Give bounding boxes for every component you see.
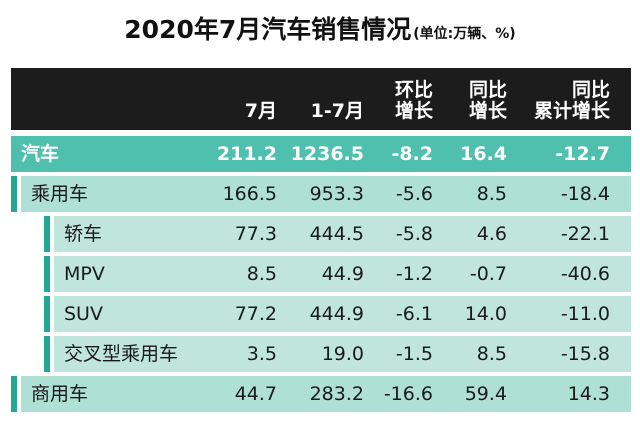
header-col-yoy-cum: 同比 累计增长 xyxy=(11,68,610,130)
cell-mom: -16.6 xyxy=(383,383,433,405)
cell-yoy-cum: -22.1 xyxy=(560,223,610,245)
row-label: 乘用车 xyxy=(31,183,89,205)
header-col-yoy-cum-line2: 累计增长 xyxy=(533,100,610,122)
header-col-yoy-line1: 同比 xyxy=(468,79,507,101)
header-col-jan-jul-label: 1-7月 xyxy=(310,100,364,122)
table-row-sedan: 轿车 77.3 444.5 -5.8 4.6 -22.1 xyxy=(54,216,631,252)
table-row-suv: SUV 77.2 444.9 -6.1 14.0 -11.0 xyxy=(54,296,631,332)
cell-yoy-cum: 14.3 xyxy=(567,383,610,405)
cell-jan-jul: 444.9 xyxy=(309,303,364,325)
cell-jan-jul: 444.5 xyxy=(309,223,364,245)
cell-jan-jul: 44.9 xyxy=(321,263,364,285)
cell-yoy-cum: -40.6 xyxy=(560,263,610,285)
cell-jul: 44.7 xyxy=(234,383,277,405)
cell-yoy: 8.5 xyxy=(476,343,507,365)
table-row-mpv: MPV 8.5 44.9 -1.2 -0.7 -40.6 xyxy=(54,256,631,292)
header-col-jan-jul: 1-7月 xyxy=(11,68,364,130)
cell-jul: 166.5 xyxy=(222,183,277,205)
row-accent xyxy=(44,296,50,332)
table-header: 7月 1-7月 环比 增长 同比 增长 同比 累计增长 xyxy=(11,68,631,130)
cell-yoy-cum: -11.0 xyxy=(560,303,610,325)
table-row-auto: 汽车 211.2 1236.5 -8.2 16.4 -12.7 xyxy=(11,136,631,172)
title-main: 2020年7月汽车销售情况 xyxy=(124,15,412,44)
cell-yoy-cum: -12.7 xyxy=(555,143,610,165)
table-row-passenger: 乘用车 166.5 953.3 -5.6 8.5 -18.4 xyxy=(21,176,631,212)
cell-yoy-cum: -15.8 xyxy=(560,343,610,365)
row-label: 轿车 xyxy=(64,223,103,245)
header-col-jul: 7月 xyxy=(11,68,277,130)
cell-jan-jul: 283.2 xyxy=(309,383,364,405)
cell-mom: -5.8 xyxy=(395,223,433,245)
cell-mom: -5.6 xyxy=(395,183,433,205)
row-accent xyxy=(44,336,50,372)
row-accent xyxy=(11,376,17,412)
row-accent xyxy=(11,176,17,212)
header-col-jul-label: 7月 xyxy=(244,100,277,122)
header-col-mom-line1: 环比 xyxy=(394,79,433,101)
cell-jul: 8.5 xyxy=(246,263,277,285)
header-col-mom-line2: 增长 xyxy=(394,100,433,122)
cell-mom: -8.2 xyxy=(391,143,433,165)
cell-jul: 3.5 xyxy=(246,343,277,365)
cell-jan-jul: 19.0 xyxy=(321,343,364,365)
cell-yoy: 4.6 xyxy=(476,223,507,245)
row-label: 交叉型乘用车 xyxy=(64,343,179,365)
cell-jan-jul: 953.3 xyxy=(309,183,364,205)
row-label: 汽车 xyxy=(21,143,60,165)
cell-yoy: -0.7 xyxy=(469,263,507,285)
row-label: 商用车 xyxy=(31,383,89,405)
cell-mom: -6.1 xyxy=(395,303,433,325)
title-unit: (单位:万辆、%) xyxy=(413,26,516,42)
cell-jul: 77.2 xyxy=(234,303,277,325)
table-row-commercial: 商用车 44.7 283.2 -16.6 59.4 14.3 xyxy=(21,376,631,412)
header-col-mom: 环比 增长 xyxy=(11,68,433,130)
header-col-yoy: 同比 增长 xyxy=(11,68,507,130)
row-accent xyxy=(44,256,50,292)
table-row-crossover: 交叉型乘用车 3.5 19.0 -1.5 8.5 -15.8 xyxy=(54,336,631,372)
cell-jul: 211.2 xyxy=(216,143,277,165)
cell-yoy-cum: -18.4 xyxy=(560,183,610,205)
cell-yoy: 14.0 xyxy=(464,303,507,325)
header-col-yoy-cum-line1: 同比 xyxy=(571,79,610,101)
cell-yoy: 59.4 xyxy=(464,383,507,405)
row-label: MPV xyxy=(64,263,105,285)
cell-jan-jul: 1236.5 xyxy=(290,143,364,165)
header-col-yoy-line2: 增长 xyxy=(468,100,507,122)
cell-mom: -1.5 xyxy=(395,343,433,365)
cell-jul: 77.3 xyxy=(234,223,277,245)
cell-yoy: 8.5 xyxy=(476,183,507,205)
page-title: 2020年7月汽车销售情况 (单位:万辆、%) xyxy=(0,10,640,46)
row-label: SUV xyxy=(64,303,103,325)
cell-mom: -1.2 xyxy=(395,263,433,285)
row-accent xyxy=(44,216,50,252)
cell-yoy: 16.4 xyxy=(460,143,507,165)
